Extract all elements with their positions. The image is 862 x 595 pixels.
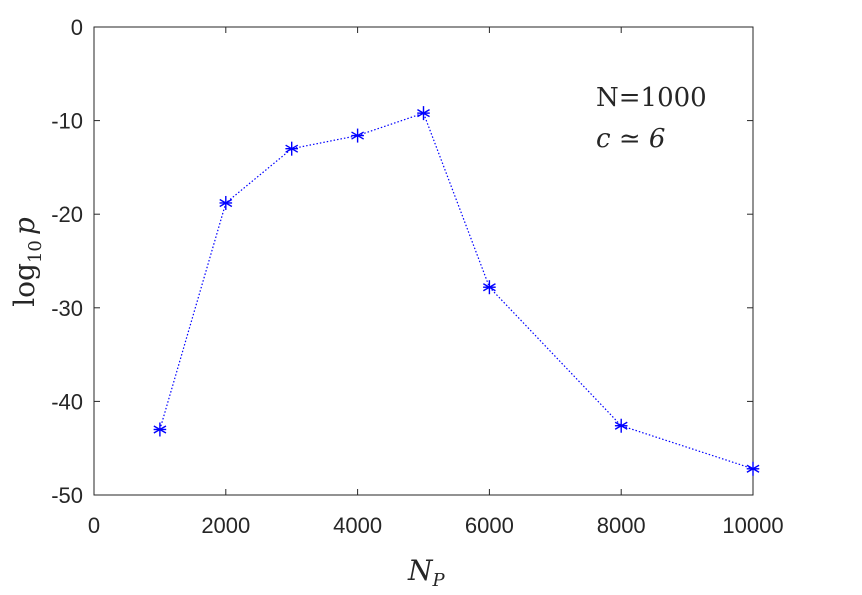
y-axis-label-group: log10 p	[8, 217, 46, 307]
x-tick-label: 10000	[722, 513, 783, 538]
x-tick-label: 2000	[201, 513, 250, 538]
data-point-asterisk	[614, 418, 628, 433]
x-tick-label: 8000	[597, 513, 646, 538]
x-tick-label: 4000	[333, 513, 382, 538]
y-axis-label: log10 p	[8, 217, 46, 307]
y-tick-label: -20	[51, 202, 83, 227]
data-point-asterisk	[219, 195, 233, 210]
data-point-asterisk	[482, 280, 496, 295]
data-point-asterisk	[351, 128, 365, 143]
series-group	[153, 106, 760, 476]
x-tick-label: 6000	[465, 513, 514, 538]
y-tick-label: -40	[51, 389, 83, 414]
plot-area	[93, 26, 754, 496]
y-tick-label: 0	[71, 15, 83, 40]
x-tick-label: 0	[88, 513, 100, 538]
x-axis-label-sub: P	[432, 570, 446, 591]
annotation-c: c ≃ 6	[596, 124, 665, 154]
data-point-asterisk	[417, 106, 430, 121]
x-axis-label-base: N	[407, 554, 434, 587]
y-tick-label: -30	[51, 296, 83, 321]
y-axis-label-var: p	[8, 217, 41, 235]
axis-ticks: 0 2000 4000 6000 8000 10000 0 -10 -20 -30 -40 -50	[51, 15, 783, 538]
y-tick-label: -10	[51, 109, 83, 134]
y-axis-label-sub: 10	[25, 240, 46, 263]
annotation-n: N=1000	[596, 83, 707, 113]
x-axis-label: NP	[407, 554, 446, 591]
y-tick-label: -50	[51, 483, 83, 508]
y-axis-label-base: log	[8, 263, 41, 307]
data-point-asterisk	[285, 141, 299, 156]
data-point-asterisk	[746, 461, 760, 476]
data-point-asterisk	[153, 422, 167, 437]
